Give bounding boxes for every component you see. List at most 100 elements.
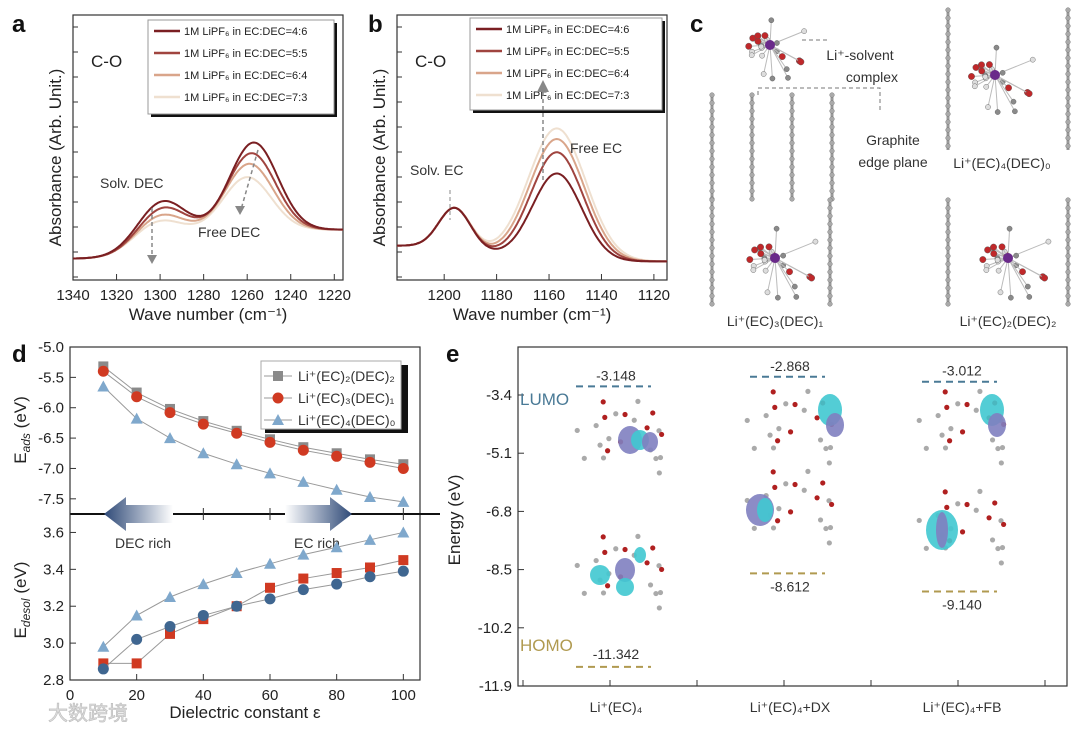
legend-entry: 1M LiPF₆ in EC:DEC=4:6: [184, 26, 307, 38]
homo-value: -9.140: [942, 597, 982, 613]
carbon-atom: [945, 301, 951, 307]
ads-point: [231, 427, 243, 439]
atom: [604, 448, 611, 454]
desol-point: [230, 567, 243, 579]
desol-point: [331, 568, 342, 579]
ads-point: [197, 447, 210, 459]
carbon-atom: [945, 197, 951, 203]
lumo-value: -3.012: [942, 363, 982, 379]
atom: [994, 109, 1001, 115]
atom: [748, 52, 755, 58]
atom: [763, 412, 769, 419]
carbon-atom: [709, 164, 715, 170]
bond-label: C-O: [415, 52, 446, 71]
trend-arrow: [239, 149, 259, 214]
desol-point: [131, 658, 142, 669]
carbon-atom: [1065, 63, 1071, 69]
carbon-atom: [945, 229, 951, 235]
x-tick-label: 1280: [187, 287, 220, 304]
panel-label-c: c: [690, 11, 703, 38]
carbon-atom: [749, 148, 755, 154]
carbon-atom: [829, 92, 835, 98]
carbon-atom: [1065, 261, 1071, 267]
carbon-atom: [749, 188, 755, 194]
atom: [657, 454, 664, 461]
carbon-atom: [945, 135, 951, 141]
atom: [801, 28, 807, 34]
y-tick-label: 3.4: [43, 561, 64, 578]
orbital-lobe: [826, 413, 844, 437]
structure-label: Li⁺(EC)₂(DEC)₂: [960, 313, 1057, 329]
y-tick-label: 3.6: [43, 524, 64, 541]
atom: [600, 534, 606, 540]
desol-point: [364, 571, 376, 583]
atom: [989, 537, 996, 543]
panel-b: 1200 1180 1160 1140 1120 Wave number (cm⁻¹) Ab…: [370, 14, 670, 324]
atom: [604, 583, 611, 589]
atom: [656, 605, 662, 611]
axis-label-part: E: [11, 452, 30, 463]
ads-point: [97, 380, 110, 392]
atom: [942, 489, 948, 495]
carbon-atom: [789, 180, 795, 186]
ads-point: [230, 458, 243, 470]
atom: [827, 524, 834, 531]
plot-frame: [72, 14, 344, 281]
atom: [778, 53, 786, 61]
atom: [979, 256, 987, 263]
carbon-atom: [1065, 135, 1071, 141]
atom: [631, 417, 637, 423]
atom: [999, 444, 1006, 451]
atom: [761, 257, 768, 263]
lithium-atom: [770, 253, 780, 263]
carbon-atom: [945, 285, 951, 291]
carbon-atom: [829, 124, 835, 130]
carbon-atom: [827, 293, 833, 299]
atom: [805, 388, 811, 394]
carbon-atom: [827, 301, 833, 307]
desol-point: [130, 609, 143, 621]
ads-point: [331, 450, 343, 462]
orbital-lobe: [757, 498, 773, 522]
carbon-atom: [709, 132, 715, 138]
carbon-atom: [829, 188, 835, 194]
carbon-atom: [1065, 47, 1071, 53]
carbon-atom: [709, 108, 715, 114]
orbital-lobe: [616, 578, 634, 596]
desol-point: [330, 541, 343, 553]
x-tick-label: 1140: [585, 287, 617, 304]
atom: [787, 509, 794, 515]
graphite-label: Graphite: [866, 132, 920, 148]
watermark: 大数跨境: [48, 702, 128, 725]
atom: [992, 500, 998, 506]
atom: [745, 42, 753, 50]
atom: [944, 404, 950, 410]
axis-label-part: (eV): [11, 562, 30, 599]
atom: [774, 518, 781, 524]
atom: [622, 411, 628, 418]
atom: [812, 238, 819, 245]
carbon-atom: [709, 293, 715, 299]
carbon-atom: [1065, 15, 1071, 21]
atom: [656, 563, 662, 569]
atom: [985, 104, 991, 110]
atom: [801, 487, 807, 493]
x-tick-label: 1340: [56, 287, 89, 304]
desol-point: [97, 663, 109, 675]
atom: [1019, 268, 1026, 276]
carbon-atom: [827, 237, 833, 243]
legend-entry: 1M LiPF₆ in EC:DEC=6:4: [184, 70, 307, 82]
carbon-atom: [1065, 293, 1071, 299]
atom: [805, 468, 811, 474]
ads-point: [364, 490, 376, 502]
carbon-atom: [827, 197, 833, 203]
atom: [786, 268, 793, 276]
atom: [767, 432, 773, 438]
y-tick-label: -7.5: [38, 491, 64, 508]
atom: [939, 432, 945, 438]
legend: [260, 360, 402, 430]
legend-marker: [272, 414, 284, 425]
atom: [978, 61, 985, 69]
axis-label-part: ads: [19, 433, 33, 452]
complex-label: complex: [846, 69, 898, 85]
